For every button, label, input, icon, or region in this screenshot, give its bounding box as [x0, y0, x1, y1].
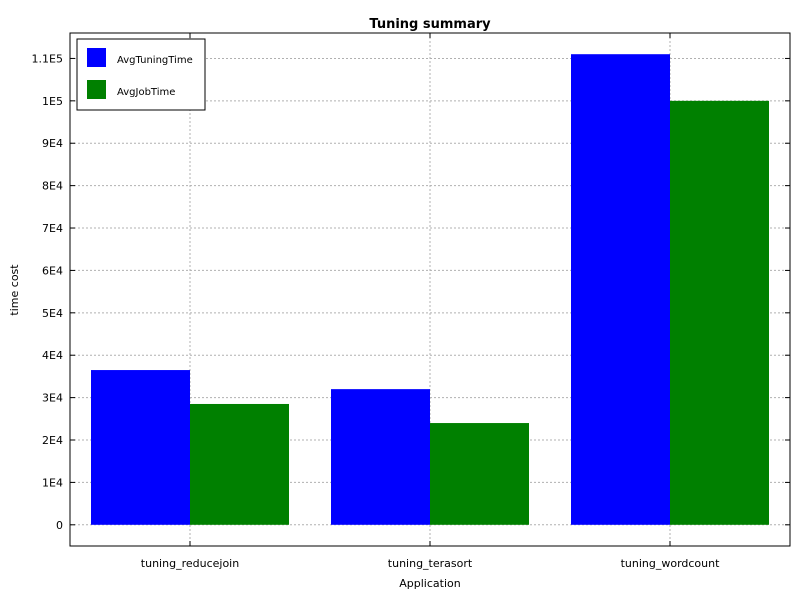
x-axis-label: Application [399, 577, 460, 590]
y-tick-label: 4E4 [42, 349, 63, 362]
y-tick-label: 6E4 [42, 264, 63, 277]
legend-label-avgjobtime: AvgJobTime [117, 87, 175, 98]
y-tick-label: 2E4 [42, 434, 63, 447]
x-tick-label: tuning_wordcount [621, 557, 721, 570]
chart-title: Tuning summary [369, 17, 491, 32]
legend-swatch-avgtuningtime [87, 48, 106, 67]
bar-avgtuningtime-tuning_reducejoin [91, 370, 190, 525]
bar-avgjobtime-tuning_terasort [430, 423, 529, 525]
y-tick-label: 0 [56, 519, 63, 532]
legend-label-avgtuningtime: AvgTuningTime [117, 55, 193, 66]
legend: AvgTuningTime AvgJobTime [76, 38, 206, 111]
x-tick-layer: tuning_reducejoin tuning_terasort tuning_w… [141, 33, 720, 570]
y-tick-label: 1E4 [42, 476, 63, 489]
bar-avgjobtime-tuning_wordcount [670, 100, 769, 525]
x-tick-label: tuning_reducejoin [141, 557, 239, 570]
y-axis-label: time cost [8, 264, 21, 316]
bar-avgtuningtime-tuning_wordcount [571, 54, 670, 525]
y-tick-label: 7E4 [42, 222, 63, 235]
bar-avgjobtime-tuning_reducejoin [190, 403, 289, 525]
y-tick-label: 9E4 [42, 137, 63, 150]
bar-layer [91, 54, 769, 525]
y-tick-layer: 0 1E4 2E4 3E4 4E4 5E4 6E4 7E4 8E4 9E4 1E5 1.1E5 [32, 52, 790, 532]
y-tick-label: 8E4 [42, 180, 63, 193]
y-tick-label: 3E4 [42, 392, 63, 405]
y-tick-label: 5E4 [42, 307, 63, 320]
legend-swatch-avgjobtime [87, 80, 106, 99]
bar-avgtuningtime-tuning_terasort [331, 389, 430, 525]
y-tick-label: 1E5 [42, 95, 63, 108]
y-tick-label: 1.1E5 [32, 52, 63, 65]
x-tick-label: tuning_terasort [388, 557, 473, 570]
